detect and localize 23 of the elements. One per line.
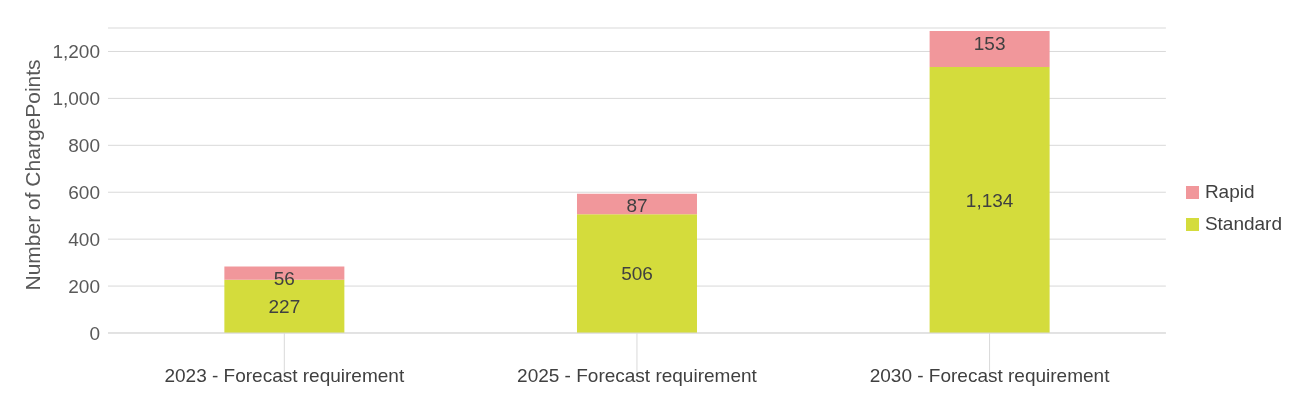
bar [929, 31, 1050, 67]
y-tick-label: 1,200 [52, 41, 100, 63]
y-tick-label: 800 [68, 135, 100, 157]
bar [576, 214, 697, 333]
y-tick-label: 0 [89, 322, 100, 344]
y-tick-label: 1,000 [52, 88, 100, 110]
data-label: 153 [973, 32, 1006, 54]
legend-label: Rapid [1204, 181, 1255, 203]
data-label: 56 [273, 268, 295, 290]
data-label: 227 [268, 296, 301, 318]
y-tick-label: 200 [68, 275, 100, 297]
x-tick-label: 2030 - Forecast requirement [869, 365, 1111, 386]
y-tick-label: 400 [68, 228, 100, 250]
data-label: 1,134 [965, 189, 1014, 211]
bar [929, 66, 1050, 333]
bar [576, 193, 697, 215]
y-axis-title: Number of ChargePoints [21, 59, 45, 291]
data-label: 506 [621, 263, 653, 285]
y-tick-label: 600 [68, 181, 100, 203]
x-tick-label: 2025 - Forecast requirement [517, 365, 758, 386]
data-label: 87 [626, 195, 648, 217]
x-tick-label: 2023 - Forecast requirement [164, 365, 405, 386]
legend-label: Standard [1204, 213, 1282, 235]
